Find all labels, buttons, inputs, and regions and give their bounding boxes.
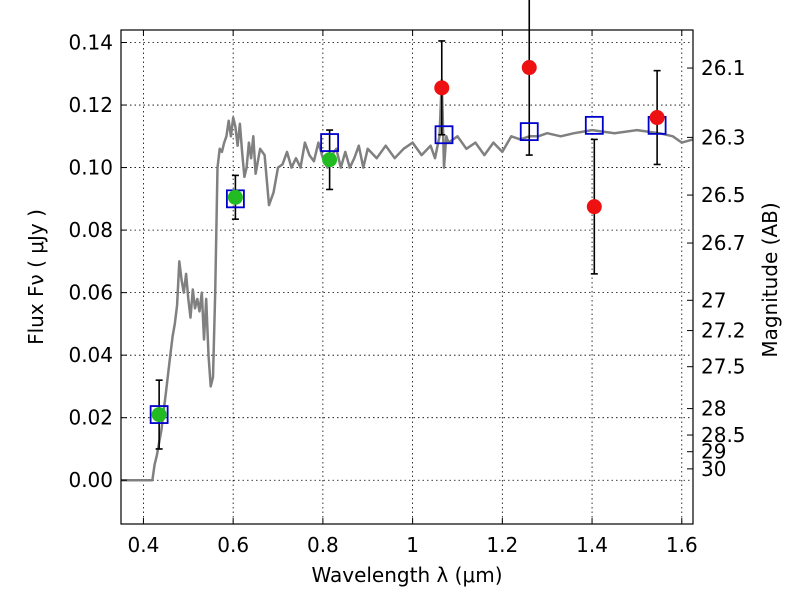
right-tick-label: 30 <box>701 457 726 481</box>
green-data-point <box>151 407 167 423</box>
model-spectrum-line <box>121 78 694 482</box>
green-data-point <box>322 152 338 168</box>
red-data-point <box>586 199 602 215</box>
model-box-marker <box>149 405 169 424</box>
right-axis-label: Magnitude (AB) <box>758 202 782 357</box>
red-data-point <box>434 80 450 96</box>
y-tick-label: 0.00 <box>68 468 113 492</box>
observed-points <box>151 60 665 423</box>
right-tick-label: 26.7 <box>701 231 746 255</box>
model-box-marker <box>519 122 539 142</box>
x-tick-label: 1.6 <box>666 533 698 557</box>
right-tick-label: 28.5 <box>701 423 746 447</box>
model-box-marker <box>434 125 454 145</box>
right-tick-label: 26.1 <box>701 56 746 80</box>
right-tick-label: 26.5 <box>701 183 746 207</box>
x-tick-label: 1.4 <box>576 533 608 557</box>
red-data-point <box>521 60 537 76</box>
x-axis-label: Wavelength λ (μm) <box>311 563 502 587</box>
x-tick-label: 0.6 <box>217 533 249 557</box>
x-tick-label: 0.4 <box>128 533 160 557</box>
plot-frame <box>120 29 694 525</box>
axis-ticks: 0.4 0.6 0.8 1 1.2 1.4 1.6 0.00 0.02 0.04 0.06 0.08 0… <box>68 30 746 557</box>
right-tick-label: 26.3 <box>701 125 746 149</box>
error-bars <box>155 0 661 450</box>
y-tick-label: 0.08 <box>68 218 113 242</box>
right-tick-label: 28 <box>701 397 726 421</box>
right-tick-label: 27.2 <box>701 319 746 343</box>
right-tick-label: 29 <box>701 440 726 464</box>
y-tick-label: 0.12 <box>68 93 113 117</box>
y-tick-label: 0.14 <box>68 31 113 55</box>
y-tick-label: 0.06 <box>68 281 113 305</box>
model-box-marker <box>320 133 340 152</box>
y-tick-label: 0.04 <box>68 343 113 367</box>
y-tick-label: 0.02 <box>68 406 113 430</box>
grid <box>121 30 693 524</box>
model-photometry-boxes <box>149 115 667 424</box>
x-tick-label: 1.2 <box>486 533 518 557</box>
red-data-point <box>649 110 665 126</box>
x-tick-label: 1 <box>406 533 419 557</box>
y-axis-label: Flux Fν ( μJy ) <box>24 209 48 345</box>
x-tick-label: 0.8 <box>307 533 339 557</box>
model-spectrum <box>121 78 694 482</box>
model-box-marker <box>584 115 604 135</box>
right-tick-label: 27 <box>701 288 726 312</box>
green-data-point <box>227 189 243 205</box>
y-tick-label: 0.10 <box>68 156 113 180</box>
right-tick-label: 27.5 <box>701 355 746 379</box>
